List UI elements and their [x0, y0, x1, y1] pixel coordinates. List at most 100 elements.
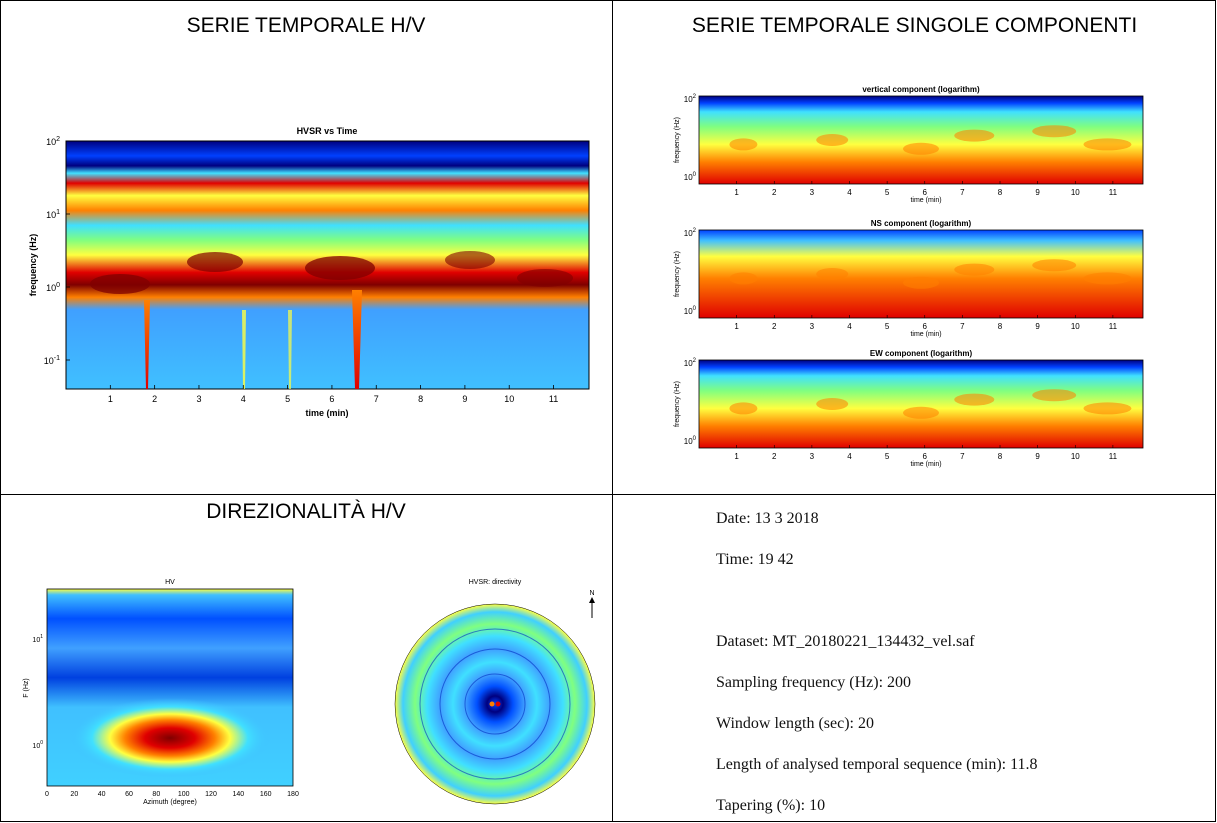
meta-time: Time: 19 42 — [716, 551, 794, 568]
polar-peak-left — [489, 701, 495, 707]
component-xtick-2-8: 8 — [998, 452, 1003, 461]
component-xtick-2-6: 6 — [923, 452, 928, 461]
hvsr-time-xlabel: time (min) — [305, 408, 348, 418]
component-ytick-top-2: 102 — [684, 358, 697, 368]
az-xtick-20: 20 — [70, 791, 78, 798]
az-xtick-40: 40 — [98, 791, 106, 798]
component-xtick-1-3: 3 — [810, 322, 815, 331]
component-xtick-2-1: 1 — [734, 452, 739, 461]
az-xtick-180: 180 — [287, 791, 299, 798]
component-panel-0: vertical component (logarithm) frequency … — [674, 85, 1144, 204]
component-ytick-bottom-1: 100 — [684, 306, 697, 316]
component-xtick-2-10: 10 — [1071, 452, 1080, 461]
ytick-label-0: 102 — [46, 136, 60, 147]
component-title-0: vertical component (logarithm) — [862, 85, 980, 94]
xtick-label-6: 6 — [329, 394, 334, 404]
hv-azimuth-yticks: 101 100 — [32, 634, 43, 750]
component-xtick-1-4: 4 — [847, 322, 852, 331]
hv-azimuth-chart: HV Azimuth (degree) F (Hz) 0 20 40 60 80 100 1… — [23, 579, 299, 806]
hvsr-time-title: HVSR vs Time — [297, 126, 358, 136]
component-xtick-0-9: 9 — [1035, 188, 1040, 197]
hv-azimuth-ylabel: F (Hz) — [23, 678, 30, 697]
component-xtick-0-4: 4 — [847, 188, 852, 197]
ytick-label-2: 100 — [46, 282, 60, 293]
component-xtick-1-8: 8 — [998, 322, 1003, 331]
component-title-1: NS component (logarithm) — [871, 219, 972, 228]
polar-disk — [394, 603, 596, 805]
component-xtick-2-9: 9 — [1035, 452, 1040, 461]
row-divider — [0, 494, 1216, 495]
directivity-section-title: DIREZIONALITÀ H/V — [206, 500, 406, 523]
component-panel-1: NS component (logarithm) frequency (Hz) 10… — [674, 219, 1144, 338]
ytick-label-1: 101 — [46, 209, 60, 220]
component-xtick-0-10: 10 — [1071, 188, 1080, 197]
xtick-label-4: 4 — [241, 394, 246, 404]
component-xtick-2-7: 7 — [960, 452, 965, 461]
component-xtick-1-6: 6 — [923, 322, 928, 331]
component-ytick-top-0: 102 — [684, 94, 697, 104]
polar-title: HVSR: directivity — [469, 579, 522, 586]
meta-date: Date: 13 3 2018 — [716, 510, 819, 527]
az-ytick-1: 100 — [32, 740, 43, 750]
component-xtick-1-1: 1 — [734, 322, 739, 331]
hv-azimuth-xticks: 0 20 40 60 80 100 120 140 160 180 — [45, 791, 299, 798]
component-xtick-2-3: 3 — [810, 452, 815, 461]
meta-tapering: Tapering (%): 10 — [716, 797, 826, 814]
component-xtick-2-4: 4 — [847, 452, 852, 461]
xtick-label-2: 2 — [152, 394, 157, 404]
component-xtick-0-8: 8 — [998, 188, 1003, 197]
component-ylabel-2: frequency (Hz) — [674, 381, 681, 427]
az-xtick-0: 0 — [45, 791, 49, 798]
component-ylabel-0: frequency (Hz) — [674, 117, 681, 163]
xtick-label-9: 9 — [462, 394, 467, 404]
hv-azimuth-peak — [70, 698, 270, 778]
component-xtick-0-2: 2 — [772, 188, 777, 197]
component-panel-2: EW component (logarithm) frequency (Hz) 10… — [674, 349, 1144, 468]
az-xtick-60: 60 — [125, 791, 133, 798]
az-xtick-160: 160 — [260, 791, 272, 798]
component-xtick-1-2: 2 — [772, 322, 777, 331]
xtick-label-7: 7 — [374, 394, 379, 404]
component-ylabel-1: frequency (Hz) — [674, 251, 681, 297]
meta-window: Window length (sec): 20 — [716, 715, 874, 732]
polar-peak-right — [495, 701, 501, 707]
component-xtick-2-2: 2 — [772, 452, 777, 461]
component-ytick-bottom-0: 100 — [684, 172, 697, 182]
ytick-label-3: 10-1 — [44, 355, 60, 366]
meta-sampling: Sampling frequency (Hz): 200 — [716, 674, 912, 691]
component-xtick-2-11: 11 — [1109, 452, 1118, 461]
hvsr-hotspots — [90, 251, 573, 389]
hvsr-time-xticks: 1 2 3 4 5 6 7 8 9 10 11 — [108, 385, 558, 404]
hv-time-section-title: SERIE TEMPORALE H/V — [186, 14, 426, 37]
component-xtick-0-7: 7 — [960, 188, 965, 197]
hvsr-time-chart: HVSR vs Time time (min) frequency (Hz) 1… — [28, 126, 590, 418]
polar-directivity-chart: HVSR: directivity N — [394, 579, 596, 805]
component-ytick-bottom-2: 100 — [684, 436, 697, 446]
component-xtick-1-10: 10 — [1071, 322, 1080, 331]
component-xlabel-1: time (min) — [910, 331, 941, 338]
north-label: N — [589, 590, 594, 597]
component-xlabel-2: time (min) — [910, 461, 941, 468]
component-xtick-1-11: 11 — [1109, 322, 1118, 331]
component-xtick-0-11: 11 — [1109, 188, 1118, 197]
component-xtick-0-1: 1 — [734, 188, 739, 197]
north-arrow-icon — [589, 597, 595, 618]
component-xtick-1-7: 7 — [960, 322, 965, 331]
component-xtick-1-5: 5 — [885, 322, 890, 331]
component-xtick-0-6: 6 — [923, 188, 928, 197]
hvsr-time-ylabel: frequency (Hz) — [28, 234, 38, 297]
component-xtick-0-3: 3 — [810, 188, 815, 197]
az-xtick-120: 120 — [205, 791, 217, 798]
component-xtick-2-5: 5 — [885, 452, 890, 461]
xtick-label-3: 3 — [196, 394, 201, 404]
xtick-label-8: 8 — [418, 394, 423, 404]
az-xtick-80: 80 — [152, 791, 160, 798]
component-xlabel-0: time (min) — [910, 197, 941, 204]
xtick-label-1: 1 — [108, 394, 113, 404]
components-section-title: SERIE TEMPORALE SINGOLE COMPONENTI — [691, 14, 1138, 37]
component-title-2: EW component (logarithm) — [870, 349, 973, 358]
xtick-label-5: 5 — [285, 394, 290, 404]
xtick-label-10: 10 — [504, 394, 514, 404]
hv-azimuth-title: HV — [165, 579, 175, 586]
